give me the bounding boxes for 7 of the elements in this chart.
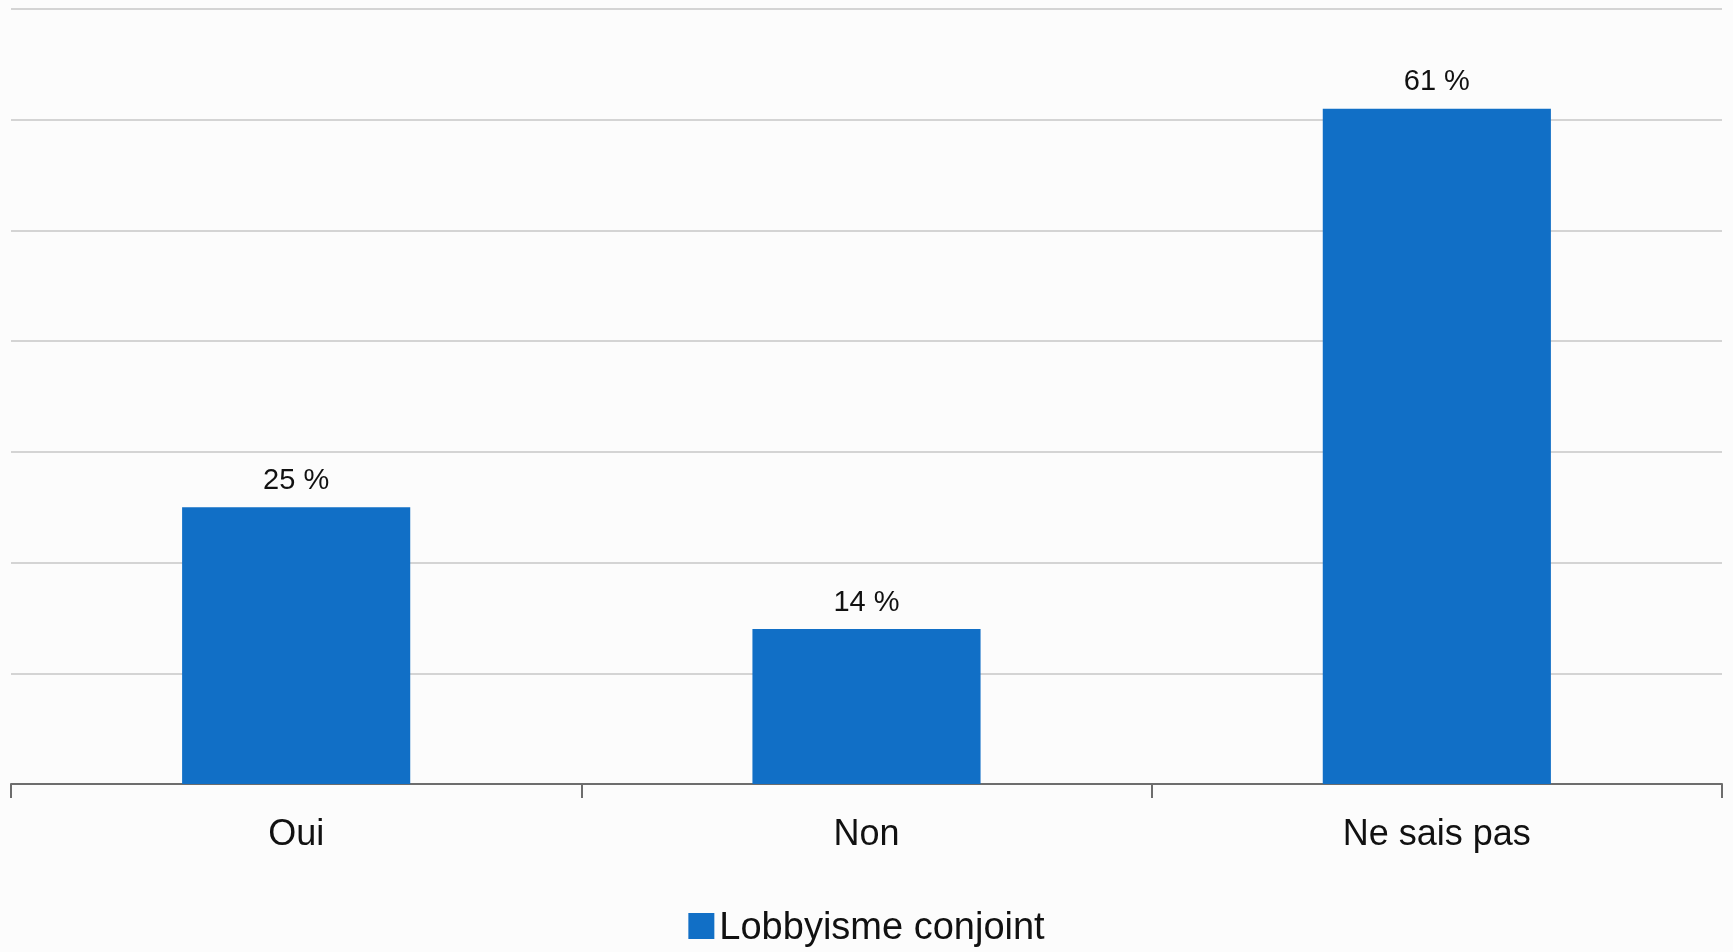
legend-label: Lobbyisme conjoint xyxy=(719,905,1046,947)
data-label: 14 % xyxy=(833,584,900,617)
x-tick-label: Oui xyxy=(268,811,325,853)
x-tick-label: Non xyxy=(833,811,900,853)
data-label: 61 % xyxy=(1403,64,1470,97)
x-tick-label: Ne sais pas xyxy=(1342,811,1531,853)
data-label: 25 % xyxy=(263,462,330,495)
